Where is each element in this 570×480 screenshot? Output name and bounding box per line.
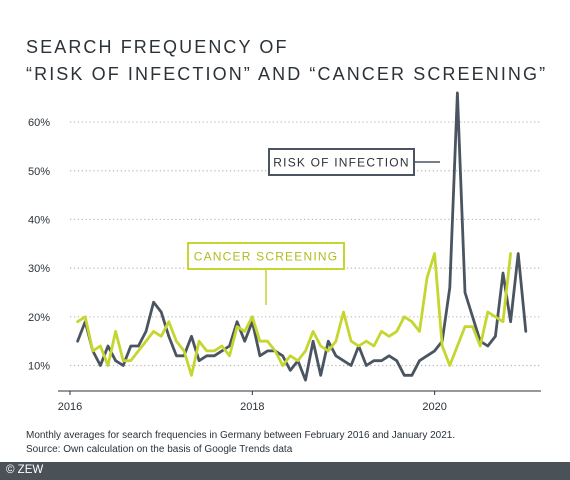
x-tick-label: 2020 bbox=[422, 401, 446, 413]
chart-title-line-1: SEARCH FREQUENCY OF bbox=[26, 37, 289, 57]
cancer-label-text: CANCER SCREENING bbox=[194, 250, 339, 264]
x-tick-label: 2016 bbox=[58, 401, 82, 413]
y-tick-label: 50% bbox=[28, 166, 50, 178]
risk-of-infection-line bbox=[76, 91, 528, 382]
series-lines bbox=[76, 91, 528, 382]
line-chart: 10% 20% 30% 40% 50% 60% 2016 2018 2020 RISK OF … bbox=[28, 91, 541, 413]
y-tick-label: 40% bbox=[28, 214, 50, 226]
chart-title-line-2: “RISK OF INFECTION” AND “CANCER SCREENIN… bbox=[26, 64, 548, 84]
y-tick-label: 60% bbox=[28, 117, 50, 129]
y-tick-label: 10% bbox=[28, 361, 50, 373]
y-tick-label: 30% bbox=[28, 263, 50, 275]
cancer-screening-line bbox=[76, 252, 513, 377]
risk-label-text: RISK OF INFECTION bbox=[273, 156, 409, 170]
copyright-label: © ZEW bbox=[6, 464, 44, 476]
x-tick-label: 2018 bbox=[240, 401, 264, 413]
x-axis-ticks: 2016 2018 2020 bbox=[58, 391, 447, 413]
note-description: Monthly averages for search frequencies … bbox=[26, 430, 456, 441]
footer-bar: © ZEW bbox=[0, 462, 570, 480]
series-labels: RISK OF INFECTION CANCER SCREENING bbox=[187, 148, 440, 305]
chart-title: SEARCH FREQUENCY OF “RISK OF INFECTION” … bbox=[26, 34, 547, 88]
y-tick-label: 20% bbox=[28, 312, 50, 324]
note-source: Source: Own calculation on the basis of … bbox=[26, 443, 293, 455]
chart-notes: Monthly averages for search frequencies … bbox=[26, 429, 455, 456]
y-axis-ticks: 10% 20% 30% 40% 50% 60% bbox=[28, 117, 50, 372]
cancer-label-box bbox=[187, 242, 345, 270]
